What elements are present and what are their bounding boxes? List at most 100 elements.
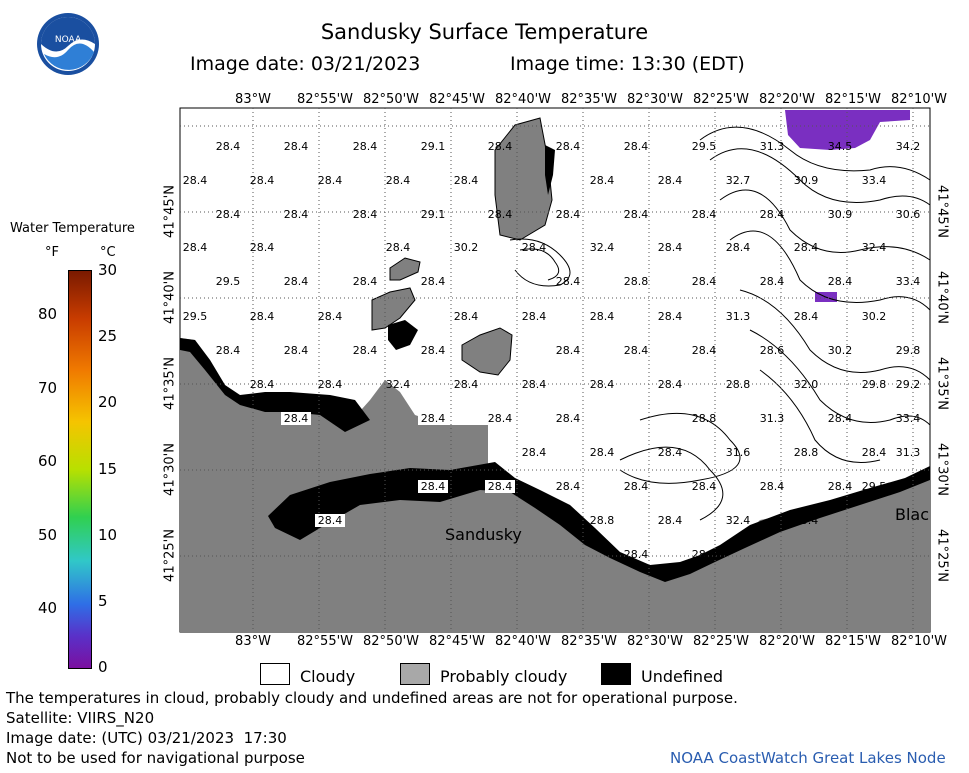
legend-label-cloudy: Cloudy (300, 667, 356, 686)
warm-patch (785, 110, 910, 150)
celsius-tick: 20 (98, 393, 118, 412)
lat-label: 41°25'N (162, 529, 178, 582)
temperature-contours (509, 126, 931, 521)
lat-label: 41°30'N (934, 443, 950, 496)
temperature-label: 31.3 (760, 412, 785, 425)
legend-swatch-undefined (601, 663, 631, 685)
temperature-label: 28.6 (760, 344, 785, 357)
lon-label: 82°45'W (429, 92, 486, 107)
lat-label: 41°25'N (934, 529, 950, 582)
lon-label: 82°30'W (627, 634, 684, 649)
temperature-label: 32.4 (590, 241, 615, 254)
temperature-label: 28.4 (590, 174, 615, 187)
celsius-tick: 15 (98, 459, 118, 478)
temperature-label: 28.4 (658, 446, 683, 459)
temperature-label: 29.5 (216, 275, 241, 288)
temperature-label-bg (315, 514, 345, 527)
lon-label: 83°W (235, 634, 271, 649)
temperature-label: 28.4 (624, 208, 649, 221)
temperature-label: 28.4 (590, 310, 615, 323)
place-label-sandusky: Sandusky (445, 525, 522, 544)
temperature-label: 29.8 (862, 378, 887, 391)
temperature-label: 28.4 (726, 241, 751, 254)
temperature-label: 28.4 (522, 378, 547, 391)
temperature-label: 30.9 (828, 208, 853, 221)
temperature-label: 28.4 (250, 174, 275, 187)
celsius-tick: 25 (98, 327, 118, 346)
temperature-label: 33.4 (862, 174, 887, 187)
temperature-labels: 28.4 28.4 28.4 29.1 28.4 28.4 28.4 29.5 31.3 34.5… (183, 140, 921, 561)
temperature-label: 28.4 (353, 208, 378, 221)
temperature-label: 32.4 (726, 514, 751, 527)
temperature-label: 29.8 (896, 344, 921, 357)
lon-label: 82°15'W (825, 92, 882, 107)
temperature-label: 28.8 (624, 275, 649, 288)
temperature-label: 29.1 (421, 208, 446, 221)
temperature-label: 28.4 (794, 241, 819, 254)
temperature-label: 28.4 (250, 378, 275, 391)
temperature-label: 28.4 (556, 412, 581, 425)
temperature-label: 28.4 (556, 275, 581, 288)
temperature-label: 28.4 (624, 140, 649, 153)
noaa-logo: NOAA (37, 13, 99, 75)
temperature-label: 28.4 (658, 174, 683, 187)
temperature-label: 28.4 (284, 208, 309, 221)
lon-label: 83°W (235, 92, 271, 107)
lat-label: 41°45'N (934, 185, 950, 238)
temperature-label: 28.4 (488, 480, 513, 493)
lon-label: 82°55'W (297, 92, 354, 107)
temperature-label: 28.4 (183, 174, 208, 187)
lat-lon-grid (180, 108, 930, 632)
probably-cloudy-patch (461, 327, 513, 376)
temperature-label: 31.3 (760, 140, 785, 153)
temperature-label: 28.4 (353, 140, 378, 153)
temperature-label: 32.4 (386, 378, 411, 391)
temperature-label: 28.4 (828, 275, 853, 288)
temperature-label: 28.4 (216, 208, 241, 221)
temperature-label: 28.4 (658, 514, 683, 527)
temperature-label: 28.4 (658, 310, 683, 323)
temperature-label: 28.4 (318, 378, 343, 391)
temperature-label: 28.4 (556, 208, 581, 221)
nav-warning-text: Not to be used for navigational purpose (6, 749, 305, 767)
fahrenheit-tick: 50 (38, 525, 58, 544)
temperature-label: 32.0 (794, 378, 819, 391)
temperature-label: 28.4 (692, 208, 717, 221)
temperature-label-bg (485, 480, 515, 493)
temperature-label: 28.4 (318, 514, 343, 527)
temperature-label: 28.4 (421, 344, 446, 357)
temperature-label: 28.4 (318, 310, 343, 323)
temperature-label: 28.4 (216, 140, 241, 153)
legend-swatch-probably-cloudy (400, 663, 430, 685)
fahrenheit-tick: 80 (38, 305, 58, 324)
lat-label: 41°35'N (162, 357, 178, 410)
temperature-label: 28.4 (692, 480, 717, 493)
lon-label: 82°10'W (891, 634, 948, 649)
temperature-label: 28.4 (556, 480, 581, 493)
lon-label: 82°25'W (693, 634, 750, 649)
temperature-label: 30.9 (794, 174, 819, 187)
temperature-label: 30.2 (862, 310, 887, 323)
lat-label: 41°30'N (162, 443, 178, 496)
temperature-label-bg (281, 412, 311, 425)
lon-label: 82°40'W (495, 92, 552, 107)
unit-fahrenheit: °F (45, 245, 59, 260)
temperature-label: 28.4 (624, 344, 649, 357)
temperature-label: 31.6 (726, 446, 751, 459)
temperature-label: 28.4 (318, 174, 343, 187)
legend-swatch-cloudy (260, 663, 290, 685)
lon-label: 82°40'W (495, 634, 552, 649)
temperature-label: 28.4 (421, 412, 446, 425)
celsius-tick: 0 (98, 658, 108, 676)
temperature-label: 28.4 (760, 208, 785, 221)
temperature-label: 28.4 (692, 344, 717, 357)
temperature-label: 28.4 (284, 275, 309, 288)
temperature-label: 30.6 (896, 208, 921, 221)
temperature-label: 28.4 (353, 275, 378, 288)
temperature-label: 28.8 (590, 514, 615, 527)
temperature-label: 28.4 (624, 480, 649, 493)
temperature-label: 30.2 (828, 344, 853, 357)
temperature-colorbar (68, 270, 92, 669)
temperature-label: 31.3 (726, 310, 751, 323)
lon-label: 82°50'W (363, 634, 420, 649)
